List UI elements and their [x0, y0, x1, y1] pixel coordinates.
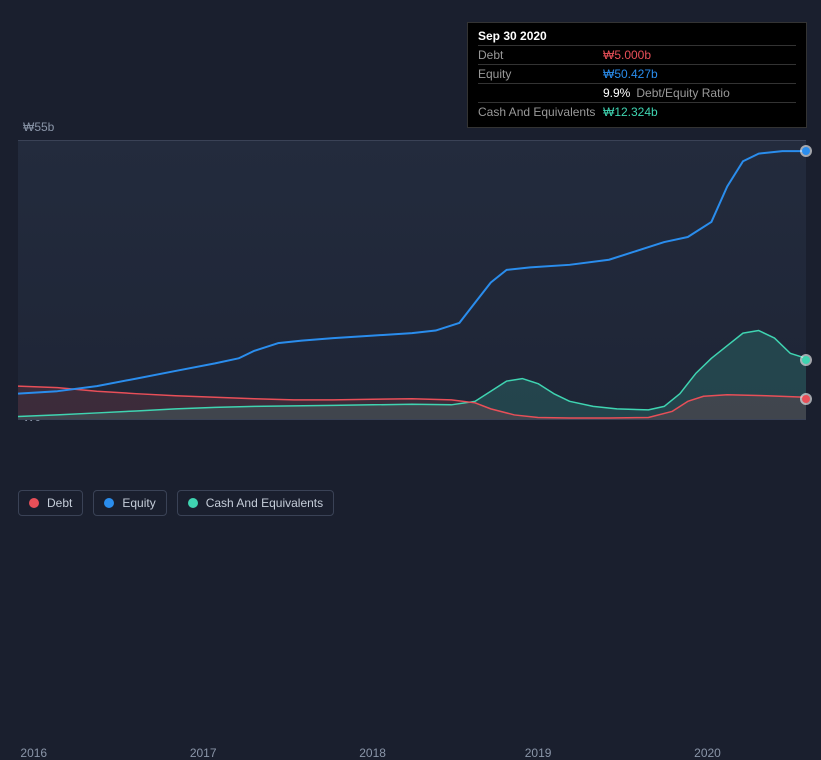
- tooltip-row-suffix: Debt/Equity Ratio: [636, 86, 729, 100]
- legend-item-label: Cash And Equivalents: [206, 496, 323, 510]
- tooltip-row: Equity₩50.427b: [478, 64, 796, 83]
- plot-area[interactable]: [18, 140, 806, 420]
- chart-tooltip: Sep 30 2020 Debt₩5.000bEquity₩50.427b9.9…: [467, 22, 807, 128]
- tooltip-row-label: [478, 86, 603, 100]
- tooltip-row-value: 9.9%: [603, 86, 630, 100]
- x-axis-tick: 2017: [190, 746, 217, 760]
- chart-legend: Debt Equity Cash And Equivalents: [18, 490, 334, 516]
- tooltip-row: 9.9% Debt/Equity Ratio: [478, 83, 796, 102]
- equity-line: [18, 151, 806, 394]
- legend-item-label: Debt: [47, 496, 72, 510]
- chart-svg: [18, 141, 806, 419]
- x-axis-tick: 2020: [694, 746, 721, 760]
- x-axis-tick: 2016: [20, 746, 47, 760]
- cash-end-dot: [802, 356, 810, 364]
- debt-legend-dot-icon: [29, 498, 39, 508]
- y-axis-max-label: ₩55b: [23, 120, 54, 134]
- debt-end-dot: [802, 395, 810, 403]
- tooltip-row-value: ₩5.000b: [603, 48, 651, 62]
- tooltip-row: Debt₩5.000b: [478, 45, 796, 64]
- tooltip-date: Sep 30 2020: [478, 29, 796, 43]
- equity-legend-dot-icon: [104, 498, 114, 508]
- tooltip-row-value: ₩12.324b: [603, 105, 658, 119]
- tooltip-row-value: ₩50.427b: [603, 67, 658, 81]
- tooltip-row-label: Cash And Equivalents: [478, 105, 603, 119]
- x-axis-tick: 2019: [525, 746, 552, 760]
- tooltip-row-label: Debt: [478, 48, 603, 62]
- x-axis-tick: 2018: [359, 746, 386, 760]
- equity-end-dot: [802, 147, 810, 155]
- legend-item-debt[interactable]: Debt: [18, 490, 83, 516]
- cash-legend-dot-icon: [188, 498, 198, 508]
- legend-item-label: Equity: [122, 496, 155, 510]
- legend-item-equity[interactable]: Equity: [93, 490, 166, 516]
- tooltip-row-label: Equity: [478, 67, 603, 81]
- tooltip-row: Cash And Equivalents₩12.324b: [478, 102, 796, 121]
- legend-item-cash[interactable]: Cash And Equivalents: [177, 490, 334, 516]
- debt-equity-chart: ₩55b ₩0 20162017201820192020: [18, 120, 806, 440]
